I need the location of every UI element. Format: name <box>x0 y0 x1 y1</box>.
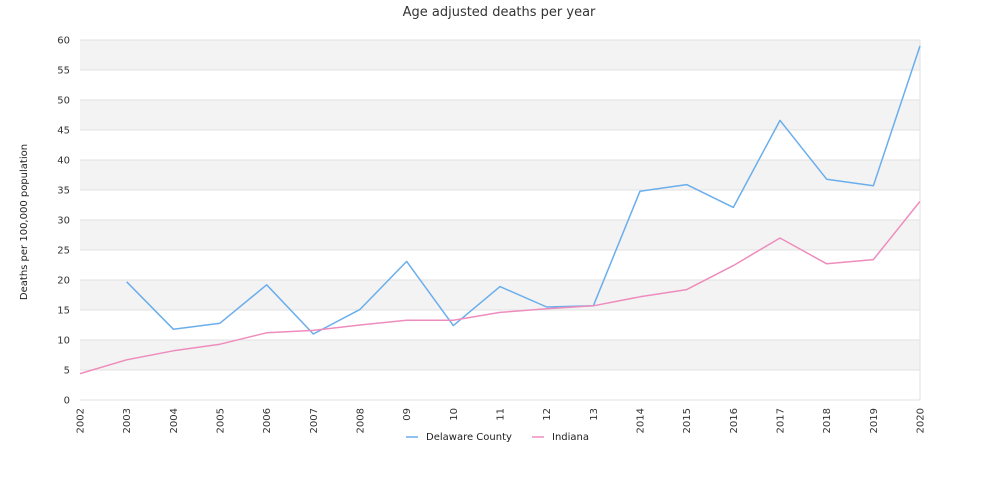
y-axis-label: Deaths per 100,000 population <box>19 144 30 300</box>
y-tick-label: 45 <box>57 126 70 137</box>
x-axis-ticks: 2002 2003 2004 2005 2006 2007 2008 09 10 11 12 13 20… <box>76 408 927 433</box>
x-tick-label: 2005 <box>216 408 227 433</box>
x-tick-label: 2016 <box>729 408 740 433</box>
y-tick-label: 25 <box>57 246 70 257</box>
series-line <box>79 200 921 375</box>
series-lines <box>79 45 921 375</box>
x-tick-label: 10 <box>449 408 460 421</box>
grid-bands <box>80 40 920 370</box>
x-tick-label: 13 <box>589 408 600 421</box>
series-line <box>126 45 921 335</box>
y-tick-label: 10 <box>57 336 70 347</box>
x-tick-label: 2015 <box>682 408 693 433</box>
gridlines <box>80 39 920 401</box>
y-tick-label: 20 <box>57 276 70 287</box>
chart-title: Age adjusted deaths per year <box>403 5 596 20</box>
x-tick-label: 11 <box>496 408 507 421</box>
y-tick-label: 30 <box>57 216 70 227</box>
x-tick-label: 2020 <box>916 408 927 433</box>
x-tick-label: 2007 <box>309 408 320 433</box>
y-tick-label: 60 <box>57 36 70 47</box>
grid-band <box>80 340 920 370</box>
x-tick-label: 2018 <box>822 408 833 433</box>
y-tick-label: 15 <box>57 306 70 317</box>
y-tick-label: 0 <box>64 396 70 407</box>
grid-band <box>80 160 920 190</box>
legend-label: Delaware County <box>426 432 512 443</box>
x-tick-label: 2014 <box>636 408 647 433</box>
y-axis-ticks: 0 5 10 15 20 25 30 35 40 45 50 55 60 <box>57 36 70 407</box>
y-tick-label: 35 <box>57 186 70 197</box>
y-tick-label: 50 <box>57 96 70 107</box>
grid-band <box>80 220 920 250</box>
grid-band <box>80 280 920 310</box>
x-tick-label: 2003 <box>122 408 133 433</box>
x-tick-label: 2019 <box>869 408 880 433</box>
legend: Delaware County Indiana <box>406 432 589 443</box>
y-tick-label: 5 <box>64 366 70 377</box>
x-tick-label: 2008 <box>356 408 367 433</box>
x-tick-label: 12 <box>542 408 553 421</box>
x-tick-label: 2004 <box>169 408 180 433</box>
legend-label: Indiana <box>552 432 589 443</box>
y-tick-label: 55 <box>57 66 70 77</box>
x-tick-label: 2002 <box>76 408 87 433</box>
x-tick-label: 09 <box>402 408 413 421</box>
x-tick-label: 2006 <box>262 408 273 433</box>
y-tick-label: 40 <box>57 156 70 167</box>
x-tick-label: 2017 <box>776 408 787 433</box>
grid-band <box>80 100 920 130</box>
grid-band <box>80 40 920 70</box>
